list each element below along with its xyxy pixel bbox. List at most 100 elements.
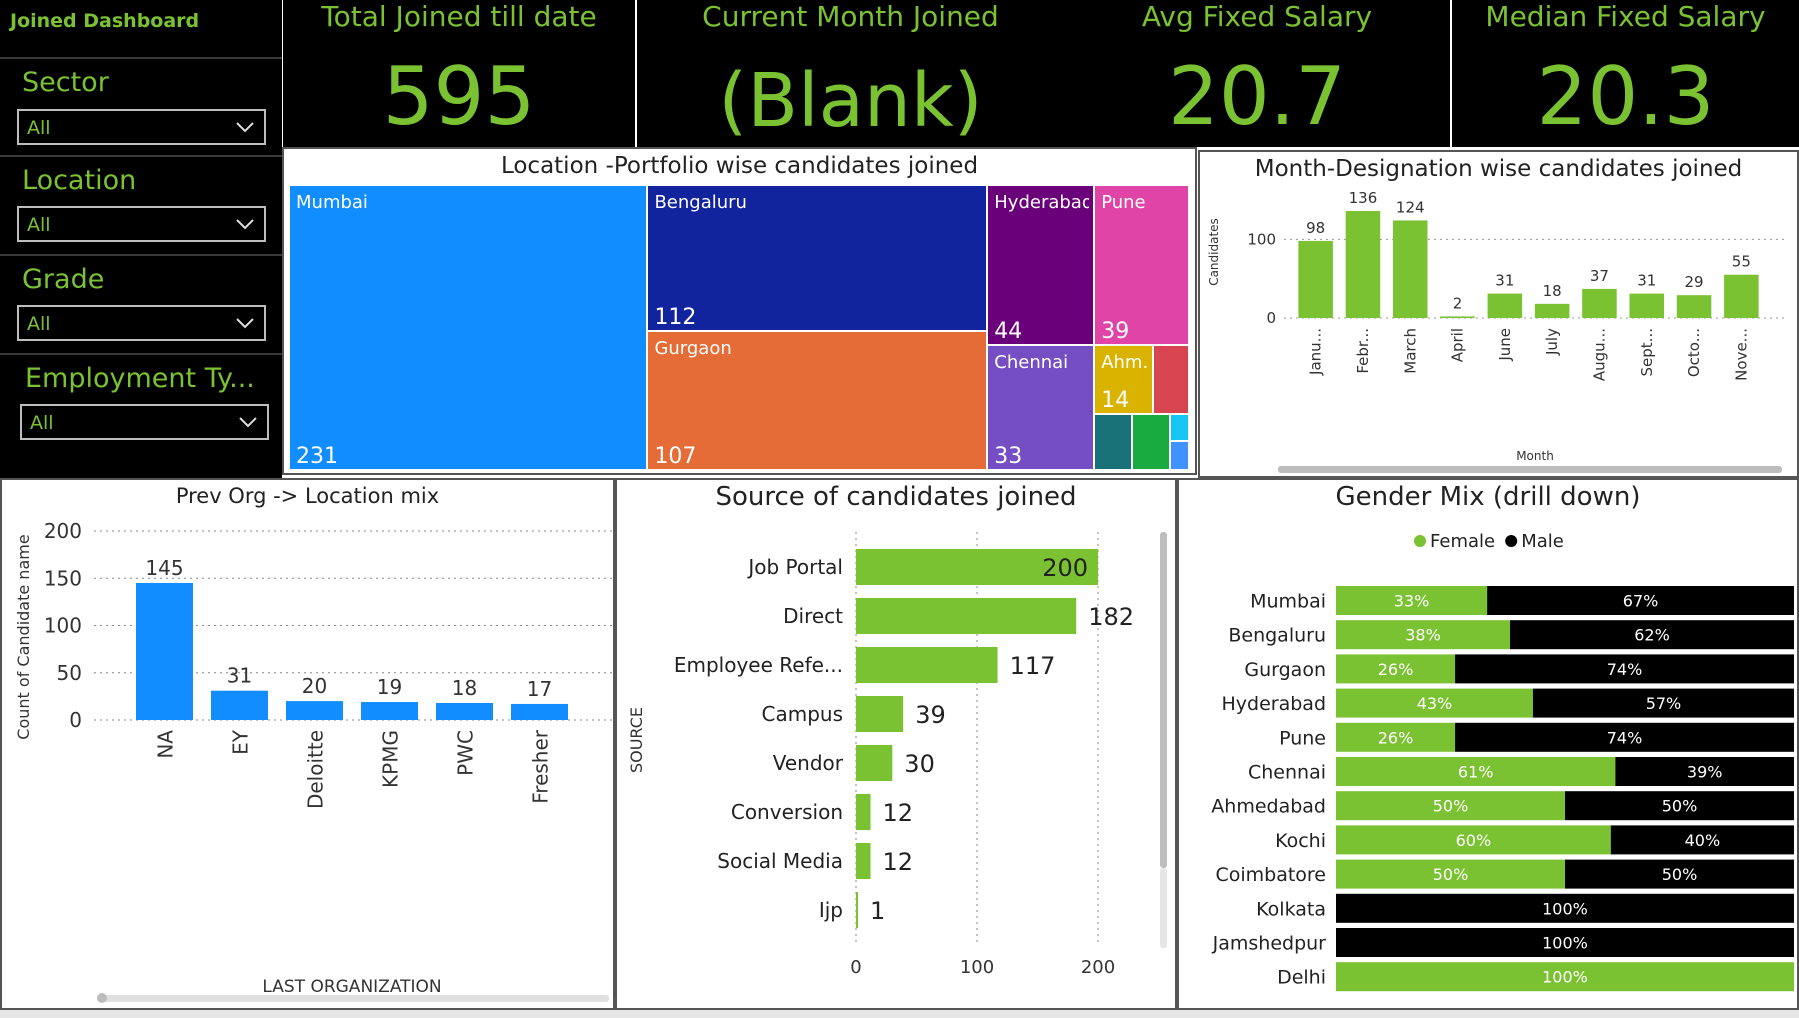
kpi-value: 20.3 [1536, 50, 1715, 143]
source-bar-vendor[interactable] [856, 745, 893, 781]
grade-dropdown[interactable]: All [17, 305, 266, 341]
gender-data-label: 43% [1417, 694, 1453, 713]
month-chart-panel: Month-Designation wise candidates joined… [1198, 150, 1799, 478]
prev-org-horizontal-scrollbar[interactable] [97, 995, 609, 1002]
divider [0, 57, 282, 59]
treemap-tile-small[interactable] [1153, 345, 1188, 413]
treemap-tile-chennai[interactable]: Chennai 33 [988, 345, 1094, 469]
kpi-label: Total Joined till date [321, 0, 597, 33]
source-bar-direct[interactable] [856, 598, 1077, 634]
source-vertical-scrollbar[interactable] [1160, 532, 1167, 868]
month-bar-octo[interactable] [1676, 295, 1712, 318]
source-title: Source of candidates joined [715, 482, 1077, 512]
gender-bar-male-chennai[interactable] [1615, 757, 1794, 786]
gender-data-label: 67% [1623, 592, 1659, 611]
gender-bar-female-mumbai[interactable] [1336, 586, 1488, 615]
kpi-card-avg-salary: Avg Fixed Salary 20.7 [1064, 0, 1450, 147]
employment-type-slicer-label: Employment Ty... [25, 363, 255, 394]
source-x-tick-label: 100 [960, 957, 994, 978]
legend-label-female[interactable]: Female [1430, 531, 1495, 552]
gender-bar-male-kochi[interactable] [1610, 825, 1794, 855]
treemap-tile-small[interactable] [1133, 414, 1170, 469]
location-dropdown[interactable]: All [17, 206, 266, 242]
gender-bar-female-bengaluru[interactable] [1336, 620, 1511, 650]
treemap-tile-small[interactable] [1171, 442, 1188, 469]
treemap-tile-label: Gurgaon [654, 337, 732, 359]
prev-org-bar-deloitte[interactable] [286, 701, 343, 720]
month-bar-augu[interactable] [1582, 288, 1617, 318]
prev-org-bar-kpmg[interactable] [361, 702, 418, 720]
sector-dropdown[interactable]: All [17, 109, 266, 145]
gender-bar-male-gurgaon[interactable] [1455, 654, 1794, 684]
gender-category-label: Coimbatore [1215, 864, 1326, 886]
legend-label-male[interactable]: Male [1521, 531, 1564, 552]
filter-sidebar: Joined Dashboard Sector All Location All… [0, 0, 282, 478]
source-bar-ijp[interactable] [856, 892, 858, 928]
source-bar-job-portal[interactable] [856, 549, 1098, 585]
gender-bar-female-hyderabad[interactable] [1336, 688, 1533, 718]
month-horizontal-scrollbar[interactable] [1278, 466, 1782, 473]
month-bar-janu[interactable] [1298, 240, 1333, 318]
treemap-tile-gurgaon[interactable]: Gurgaon 107 [648, 331, 987, 469]
month-y-tick-label: 100 [1247, 230, 1276, 248]
gender-category-label: Gurgaon [1244, 659, 1326, 681]
prev-org-bar-na[interactable] [136, 582, 193, 720]
scrollbar-handle[interactable] [97, 993, 107, 1003]
prev-org-x-tick-label: Fresher [529, 729, 553, 804]
employment-type-dropdown[interactable]: All [20, 404, 269, 440]
treemap-tile-label: Ahm... [1101, 351, 1148, 373]
gender-bar-male-pune[interactable] [1455, 722, 1794, 752]
employment-type-dropdown-value: All [30, 412, 54, 434]
gender-bar-female-kochi[interactable] [1336, 825, 1611, 855]
month-bar-june[interactable] [1487, 293, 1523, 318]
gender-bar-female-chennai[interactable] [1336, 757, 1616, 786]
treemap-tile-label: Pune [1101, 192, 1146, 213]
gender-bar-female-delhi[interactable] [1336, 962, 1794, 992]
gender-bar-male-ahmedabad[interactable] [1565, 791, 1794, 821]
gender-bar-male-coimbatore[interactable] [1565, 859, 1794, 889]
prev-org-y-tick-label: 0 [69, 708, 82, 732]
treemap-tile-small[interactable] [1095, 414, 1132, 469]
prev-org-data-label: 19 [377, 675, 402, 699]
gender-bar-male-kolkata[interactable] [1336, 893, 1794, 923]
gender-bar-female-gurgaon[interactable] [1336, 654, 1456, 684]
treemap-tile-ahm[interactable]: Ahm... 14 [1095, 345, 1152, 413]
gender-bar-male-mumbai[interactable] [1487, 586, 1794, 615]
source-category-label: Campus [762, 702, 844, 726]
kpi-value: 20.7 [1167, 50, 1347, 143]
treemap-tile-small[interactable] [1171, 414, 1188, 441]
prev-org-bar-fresher[interactable] [511, 703, 568, 720]
gender-bar-male-jamshedpur[interactable] [1336, 928, 1794, 957]
gender-data-label: 38% [1405, 626, 1441, 645]
gender-bar-male-hyderabad[interactable] [1532, 688, 1794, 718]
gender-data-label: 50% [1662, 797, 1698, 816]
treemap-tile-bengaluru[interactable]: Bengaluru 112 [648, 186, 987, 330]
month-bar-april[interactable] [1440, 316, 1475, 318]
gender-data-label: 50% [1662, 865, 1698, 884]
gender-data-label: 50% [1433, 797, 1469, 816]
gender-bar-female-coimbatore[interactable] [1336, 859, 1565, 889]
source-bar-social-media[interactable] [856, 843, 871, 879]
source-data-label: 12 [883, 848, 914, 876]
month-data-label: 29 [1685, 273, 1704, 291]
prev-org-y-axis-label: Count of Candidate name [14, 534, 33, 739]
month-bar-sept[interactable] [1629, 293, 1665, 318]
prev-org-title: Prev Org -> Location mix [175, 484, 440, 508]
gender-bar-female-ahmedabad[interactable] [1336, 791, 1565, 821]
prev-org-bar-pwc[interactable] [436, 702, 493, 720]
gender-title: Gender Mix (drill down) [1335, 482, 1641, 512]
treemap-tile-hyderabad[interactable]: Hyderabad 44 [988, 186, 1094, 344]
treemap-tile-mumbai[interactable]: Mumbai 231 [290, 186, 647, 469]
source-bar-employee-refe[interactable] [856, 647, 998, 683]
month-bar-febr[interactable] [1345, 211, 1381, 318]
source-bar-conversion[interactable] [856, 794, 871, 830]
prev-org-bar-ey[interactable] [211, 690, 268, 720]
source-bar-campus[interactable] [856, 696, 904, 732]
month-bar-july[interactable] [1534, 303, 1570, 318]
month-bar-nove[interactable] [1724, 274, 1759, 318]
gender-bar-male-bengaluru[interactable] [1510, 620, 1794, 650]
month-bar-march[interactable] [1392, 220, 1428, 318]
treemap-tile-pune[interactable]: Pune 39 [1095, 186, 1188, 344]
gender-bar-female-pune[interactable] [1336, 722, 1456, 752]
